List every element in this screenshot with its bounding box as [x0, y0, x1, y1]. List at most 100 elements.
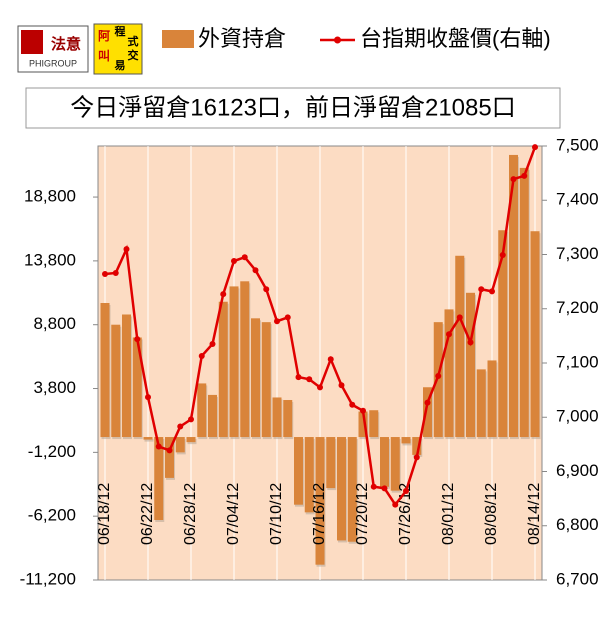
bar [433, 322, 443, 438]
y2-tick-label: 7,400 [556, 190, 599, 209]
price-marker [370, 483, 377, 490]
bar [337, 437, 346, 541]
bar [390, 437, 400, 491]
bar [412, 437, 422, 455]
bar [272, 397, 282, 438]
x-tick-label: 07/16/12 [311, 483, 328, 545]
price-marker [188, 416, 194, 423]
price-marker [424, 399, 431, 406]
price-marker [532, 144, 538, 151]
bar [143, 437, 153, 440]
price-marker [220, 291, 227, 298]
bar [208, 394, 217, 438]
bar [132, 337, 142, 438]
x-tick-label: 08/01/12 [440, 483, 457, 545]
price-marker [521, 172, 528, 179]
logo-text: 交 [128, 48, 139, 62]
price-marker [112, 269, 119, 276]
price-marker [134, 336, 141, 343]
price-marker [392, 501, 399, 508]
legend-marker [334, 36, 341, 44]
logo-right: 阿 叫 程 式 交 易 [93, 23, 143, 75]
price-marker [295, 374, 302, 381]
price-marker [510, 176, 517, 183]
bar [165, 437, 174, 478]
y-tick-label: -1,200 [28, 442, 76, 461]
x-tick-label: 06/18/12 [96, 483, 113, 545]
price-marker [263, 286, 270, 293]
x-tick-label: 06/22/12 [139, 483, 156, 545]
x-tick-label: 07/04/12 [225, 483, 242, 545]
x-tick-label: 08/08/12 [483, 483, 500, 545]
chart-title: 今日淨留倉16123口，前日淨留倉21085口 [70, 94, 515, 121]
x-tick-label: 06/28/12 [182, 483, 199, 545]
price-marker [413, 454, 420, 461]
bar [476, 369, 486, 438]
bar [509, 154, 518, 438]
bar-shadow [144, 439, 154, 442]
price-marker [467, 339, 474, 346]
logo-text: 程 [115, 24, 126, 38]
y2-tick-label: 6,800 [556, 515, 599, 534]
price-marker [381, 485, 388, 492]
bar [455, 255, 465, 438]
bar [283, 400, 293, 438]
y2-tick-label: 6,700 [556, 569, 599, 588]
price-marker [198, 352, 205, 359]
bar [380, 437, 389, 487]
price-marker [478, 286, 485, 293]
y-tick-label: -11,200 [20, 569, 76, 588]
price-marker [456, 314, 463, 321]
bar [304, 437, 314, 513]
price-marker [327, 356, 334, 363]
x-tick-label: 07/10/12 [268, 483, 285, 545]
price-marker [446, 331, 452, 338]
bar [401, 437, 411, 444]
bar [347, 437, 357, 542]
logo-text: 式 [128, 34, 139, 48]
bar [519, 167, 529, 438]
y2-tick-label: 7,000 [556, 407, 599, 426]
logo-text: PHIGROUP [29, 58, 77, 68]
bar [218, 301, 228, 438]
price-marker [166, 447, 173, 454]
bar [423, 387, 432, 438]
price-marker [489, 288, 495, 295]
bar [369, 410, 379, 438]
bar [358, 411, 368, 438]
title-box [25, 87, 561, 129]
bar [444, 309, 454, 438]
logo-text: 易 [115, 59, 126, 72]
y-tick-label: 13,800 [24, 250, 76, 269]
bar [261, 322, 271, 438]
legend-swatch [162, 30, 194, 48]
y-tick-label: 8,800 [33, 314, 76, 333]
price-marker [231, 258, 237, 265]
price-marker [403, 488, 409, 495]
price-marker [360, 407, 366, 414]
price-marker [102, 271, 108, 278]
price-marker [252, 267, 259, 274]
logo-mark [21, 30, 43, 54]
price-marker [177, 423, 184, 430]
y2-tick-label: 7,200 [556, 298, 599, 317]
price-marker [435, 373, 442, 380]
y-tick-label: -6,200 [28, 506, 76, 525]
bar [240, 281, 250, 438]
price-marker [317, 384, 323, 391]
y-tick-label: 3,800 [33, 378, 76, 397]
price-marker [209, 341, 216, 348]
bar [122, 314, 131, 438]
price-marker [145, 394, 151, 401]
price-marker [155, 443, 162, 450]
price-marker [274, 318, 280, 325]
bar [100, 303, 110, 438]
price-marker [499, 252, 506, 259]
logo-text: 法意 [51, 35, 81, 53]
y2-tick-label: 7,500 [556, 135, 599, 154]
bar [197, 383, 207, 438]
bar [326, 437, 336, 489]
price-marker [338, 382, 345, 389]
bar [229, 286, 239, 438]
